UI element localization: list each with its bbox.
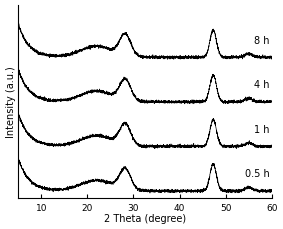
Text: 1 h: 1 h xyxy=(254,124,269,134)
X-axis label: 2 Theta (degree): 2 Theta (degree) xyxy=(104,213,186,224)
Text: 4 h: 4 h xyxy=(254,80,269,90)
Text: 8 h: 8 h xyxy=(254,36,269,46)
Y-axis label: Intensity (a.u.): Intensity (a.u.) xyxy=(6,66,16,138)
Text: 0.5 h: 0.5 h xyxy=(245,169,269,179)
